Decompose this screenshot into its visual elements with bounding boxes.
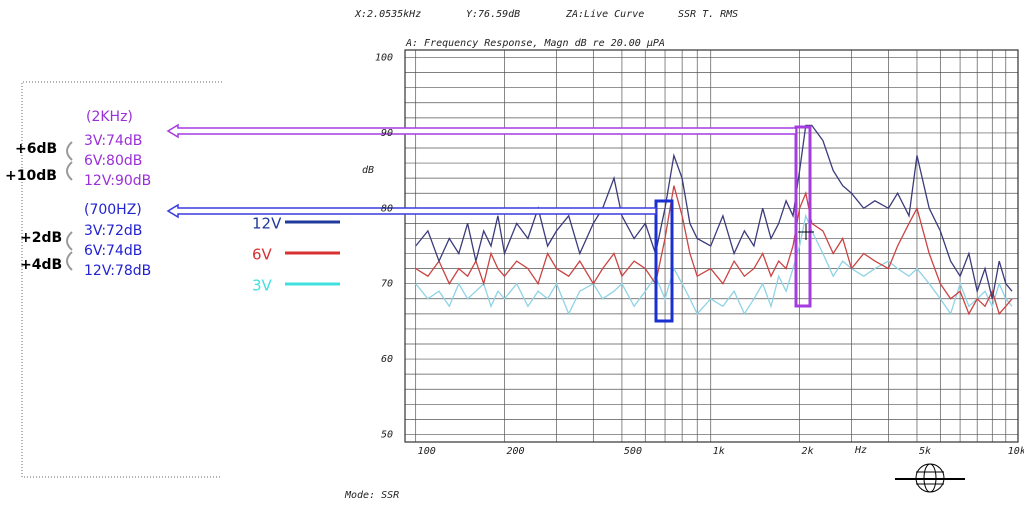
y-tick-label: 90	[381, 128, 393, 139]
annotation-step: +4dB	[20, 257, 62, 273]
x-tick-label: 10k	[1008, 446, 1024, 457]
annotation-line: 3V:72dB	[84, 223, 142, 239]
annotation-bracket	[66, 141, 73, 181]
chart-title: A: Frequency Response, Magn dB re 20.00 …	[405, 38, 665, 49]
annotation-title: (700HZ)	[84, 202, 142, 218]
series-line	[415, 213, 1013, 316]
annotation-step: +2dB	[20, 230, 62, 246]
y-tick-label: 60	[381, 354, 393, 365]
header-x: X:2.0535kHz	[354, 9, 421, 20]
series-line	[415, 124, 1013, 299]
x-tick-label: 200	[507, 446, 525, 457]
annotation-step: +10dB	[5, 168, 57, 184]
annotation-step: +6dB	[15, 141, 57, 157]
plot-frame	[404, 49, 1019, 443]
x-tick-label: 2k	[802, 446, 814, 457]
footer: Mode: SSR	[344, 490, 399, 501]
y-tick-label: 70	[381, 279, 393, 290]
series-line	[415, 185, 1013, 316]
legend-label: 6V	[252, 246, 273, 264]
annotation-frame	[21, 81, 222, 478]
x-axis-label: Hz	[854, 445, 867, 456]
highlight-2khz	[794, 125, 812, 308]
annotation-line: 6V:74dB	[84, 243, 142, 259]
x-tick-label: 500	[624, 446, 642, 457]
legend-label: 12V	[252, 215, 282, 233]
cursor	[798, 224, 814, 240]
arrow-2khz	[166, 123, 797, 139]
x-tick-label: 5k	[919, 446, 931, 457]
y-axis-label: dB	[362, 165, 374, 176]
annotation-line: 3V:74dB	[84, 133, 142, 149]
plot	[405, 50, 1018, 442]
annotation-bracket	[66, 231, 73, 271]
annotation-title: (2KHz)	[86, 109, 133, 125]
y-tick-label: 50	[381, 429, 393, 440]
y-tick-label: 100	[375, 53, 393, 64]
header-rms: SSR T. RMS	[678, 9, 738, 20]
x-tick-label: 100	[418, 446, 436, 457]
y-tick-label: 80	[381, 203, 393, 214]
annotation-line: 12V:78dB	[84, 263, 151, 279]
header-mode: ZA:Live Curve	[565, 9, 644, 20]
header-y: Y:76.59dB	[466, 9, 520, 20]
annotation-line: 12V:90dB	[84, 173, 151, 189]
x-tick-label: 1k	[713, 446, 725, 457]
arrow-700hz	[166, 203, 657, 219]
annotation-line: 6V:80dB	[84, 153, 142, 169]
highlight-700hz	[654, 199, 674, 323]
legend-label: 3V	[252, 277, 273, 295]
logo	[895, 463, 965, 493]
